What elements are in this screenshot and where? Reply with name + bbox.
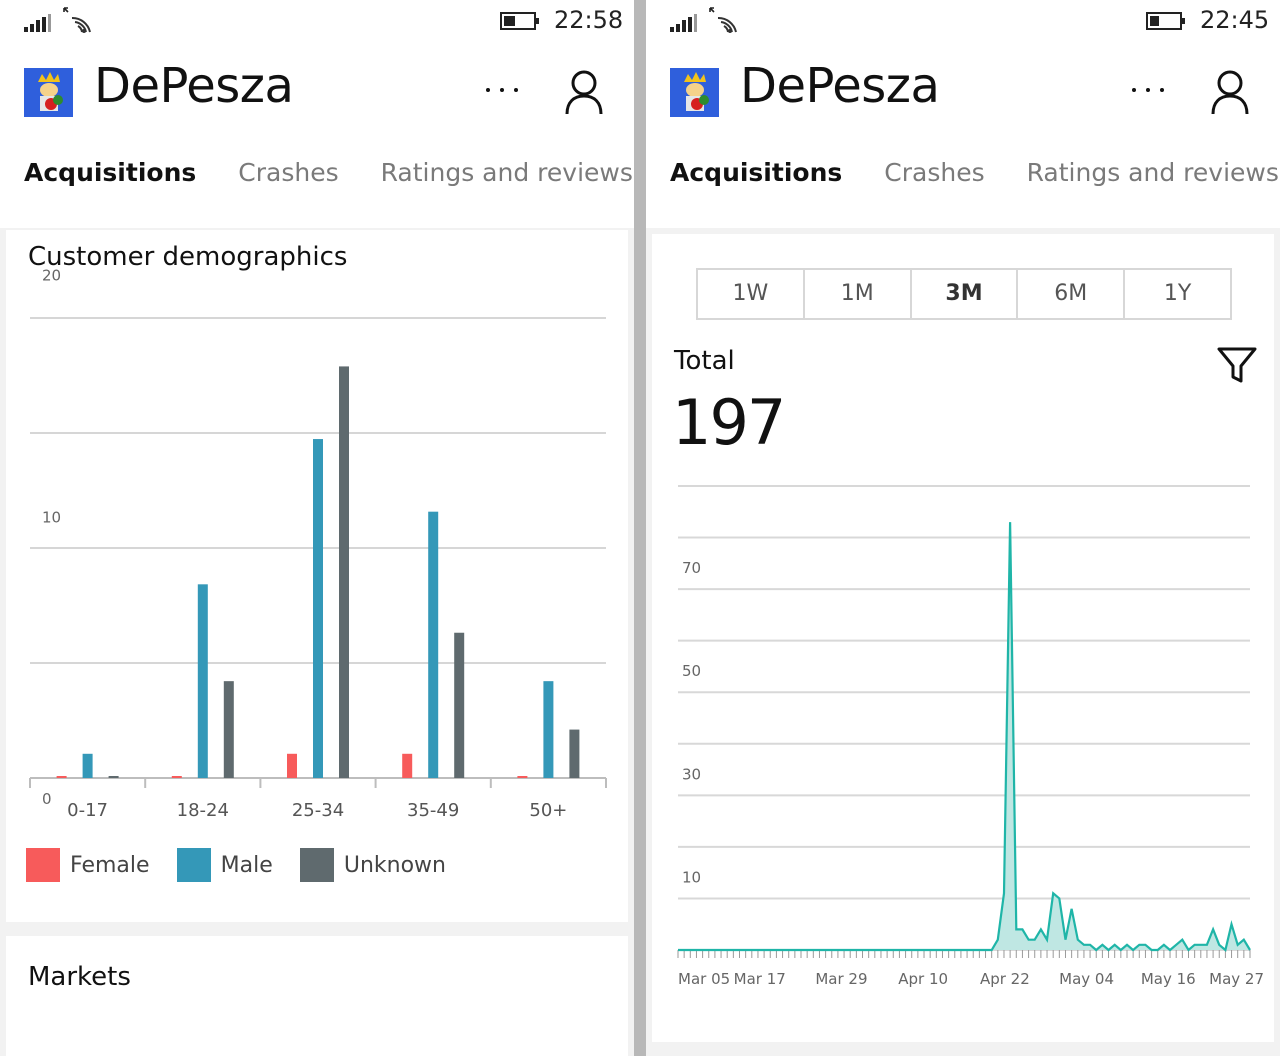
- signal-icon: [24, 14, 51, 32]
- bar-male: [82, 753, 93, 778]
- series-line: [678, 522, 1251, 952]
- range-button-6m[interactable]: 6M: [1018, 270, 1126, 318]
- y-tick-label: 0: [42, 790, 52, 808]
- range-button-1y[interactable]: 1Y: [1163, 281, 1192, 306]
- bar-male: [197, 584, 208, 778]
- bar-unknown: [569, 729, 580, 778]
- card-title: Markets: [28, 962, 131, 992]
- legend-item-female[interactable]: Female: [26, 848, 150, 884]
- x-tick-label: Apr 22: [980, 970, 1030, 988]
- signal-icon: [670, 14, 697, 32]
- screen-divider: [634, 0, 646, 1056]
- more-options-button[interactable]: [1126, 70, 1170, 110]
- legend-label: Unknown: [343, 852, 446, 878]
- app-title: DePesza: [94, 58, 294, 114]
- legend-item-male[interactable]: Male: [176, 848, 273, 884]
- x-tick-label: May 16: [1141, 970, 1196, 988]
- tab-acquisitions[interactable]: Acquisitions: [24, 158, 197, 187]
- demographics-bar-chart: 0 10 20 0-17 18-24 25-34 35-49 50+: [29, 266, 607, 821]
- legend-item-unknown[interactable]: Unknown: [299, 848, 446, 884]
- card-title: Customer demographics: [28, 242, 348, 272]
- range-button-1w[interactable]: 1W: [698, 270, 805, 318]
- x-tick-label: 25-34: [292, 800, 344, 821]
- x-tick-label: 18-24: [177, 800, 229, 821]
- account-icon[interactable]: [562, 68, 606, 116]
- legend-swatch: [26, 848, 60, 882]
- total-value: 197: [672, 386, 786, 459]
- legend-swatch: [299, 848, 334, 882]
- status-bar: 22:58: [0, 0, 634, 44]
- bar-male: [428, 511, 439, 778]
- bar-male: [313, 439, 323, 778]
- legend-swatch: [176, 848, 211, 882]
- right-screen: 22:45 DePesza Acquisitions Crashes Ratings…: [646, 0, 1280, 1056]
- x-tick-label: 0-17: [67, 800, 108, 821]
- bar-female: [517, 776, 528, 778]
- y-tick-label: 10: [682, 868, 701, 886]
- app-logo: [670, 68, 719, 117]
- status-time: 22:58: [554, 6, 624, 34]
- y-tick-label: 50: [682, 662, 701, 680]
- bar-unknown: [108, 776, 119, 778]
- battery-icon: [1146, 12, 1185, 30]
- x-tick-label: 35-49: [407, 800, 459, 821]
- account-icon[interactable]: [1208, 68, 1252, 116]
- tab-crashes[interactable]: Crashes: [238, 158, 339, 187]
- x-tick-label: Mar 17: [734, 970, 786, 988]
- y-tick-label: 70: [682, 559, 701, 577]
- x-tick-label: May 04: [1059, 970, 1114, 988]
- area-fill: [678, 522, 1250, 950]
- y-tick-label: 20: [42, 266, 61, 284]
- bar-female: [287, 753, 297, 778]
- app-header: 22:58 DePesza Acquisitions Crashes Ratings…: [0, 0, 634, 228]
- y-tick-label: 30: [682, 765, 701, 783]
- bar-unknown: [339, 366, 349, 778]
- markets-card: Markets: [6, 936, 628, 1056]
- legend-label: Female: [70, 852, 150, 878]
- range-button-3m[interactable]: 3M: [912, 270, 1019, 318]
- x-tick-label: Mar 05: [678, 970, 730, 988]
- left-screen: 22:58 DePesza Acquisitions Crashes Ratings…: [0, 0, 634, 1056]
- total-label: Total: [674, 346, 735, 376]
- y-tick-label: 10: [42, 509, 61, 527]
- x-tick-label: 50+: [529, 800, 567, 821]
- battery-icon: [500, 12, 539, 30]
- customer-demographics-card: Customer demographics 0 10 20 0-17 18-24 25-3…: [6, 230, 628, 922]
- tab-ratings-and-reviews[interactable]: Ratings and reviews: [380, 158, 633, 187]
- tab-acquisitions[interactable]: Acquisitions: [670, 158, 843, 187]
- range-button-1m[interactable]: 1M: [805, 270, 912, 318]
- filter-icon[interactable]: [1216, 344, 1258, 386]
- bar-unknown: [454, 632, 465, 778]
- bar-female: [402, 753, 413, 778]
- tab-ratings-and-reviews[interactable]: Ratings and reviews: [1026, 158, 1279, 187]
- more-options-button[interactable]: [480, 70, 524, 110]
- time-range-selector: 1W 1M 3M 6M 1Y: [696, 268, 1232, 320]
- x-tick-label: May 27: [1209, 970, 1264, 988]
- app-header: 22:45 DePesza Acquisitions Crashes Ratings…: [646, 0, 1280, 228]
- status-time: 22:45: [1200, 6, 1270, 34]
- x-tick-label: Mar 29: [815, 970, 867, 988]
- acquisitions-card: 1W 1M 3M 6M 1Y Total 197 1030507090Mar 0…: [652, 234, 1274, 1042]
- legend-label: Male: [220, 852, 273, 878]
- bar-female: [171, 776, 182, 778]
- bar-unknown: [223, 681, 234, 778]
- wifi-icon: [63, 7, 91, 33]
- chart-legend: Female Male Unknown: [26, 848, 468, 884]
- tab-crashes[interactable]: Crashes: [884, 158, 985, 187]
- x-tick-label: Apr 10: [898, 970, 948, 988]
- wifi-icon: [709, 7, 737, 33]
- bar-male: [543, 681, 554, 778]
- status-bar: 22:45: [646, 0, 1280, 44]
- app-logo: [24, 68, 73, 117]
- app-title: DePesza: [740, 58, 940, 114]
- bar-female: [56, 776, 67, 778]
